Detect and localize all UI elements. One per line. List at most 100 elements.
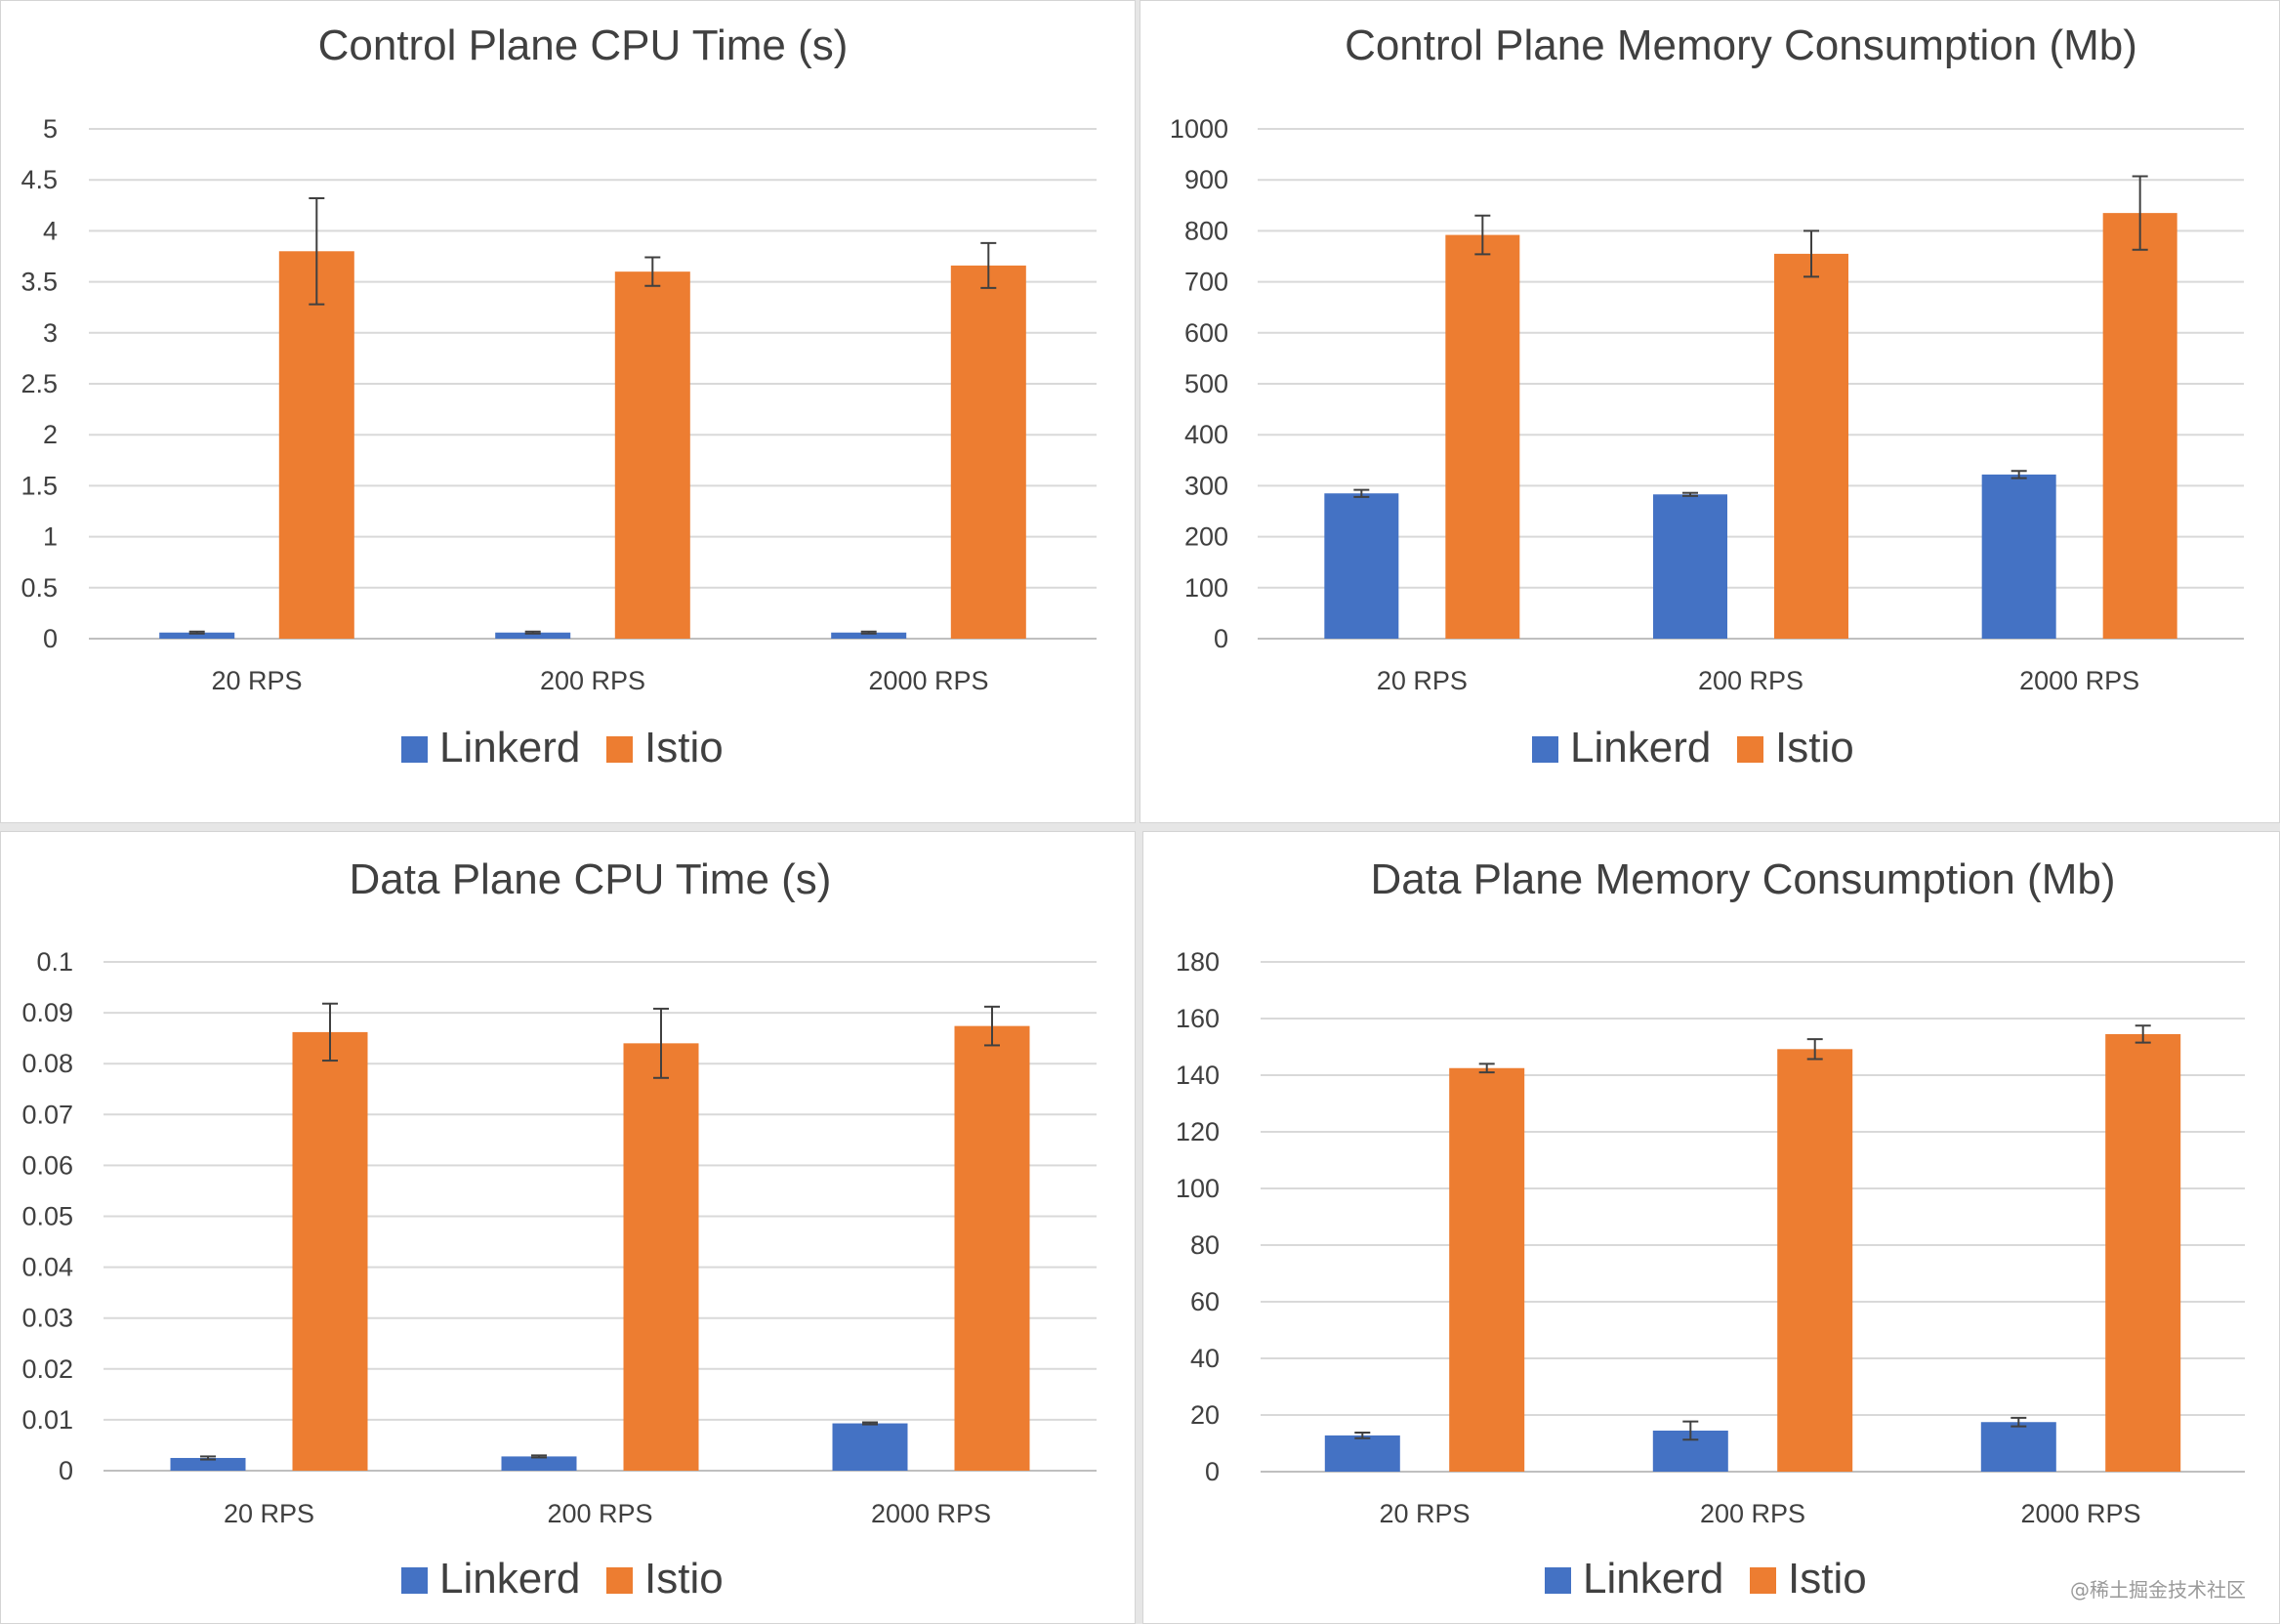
bar-linkerd: [1653, 494, 1727, 639]
x-tick-label: 2000 RPS: [2019, 666, 2139, 695]
y-tick-label: 700: [1184, 268, 1228, 297]
y-tick-label: 600: [1184, 318, 1228, 348]
legend-swatch-linkerd: [1545, 1567, 1571, 1594]
legend-label-istio: Istio: [1788, 1555, 1867, 1603]
bar-linkerd: [159, 632, 235, 639]
y-tick-label: 800: [1184, 216, 1228, 245]
x-tick-label: 200 RPS: [1698, 666, 1803, 695]
bar-linkerd: [495, 632, 571, 639]
bar-istio: [1777, 1049, 1853, 1472]
bar-istio: [614, 271, 690, 639]
y-tick-label: 4: [43, 216, 58, 245]
y-tick-label: 500: [1184, 369, 1228, 398]
legend-label-istio: Istio: [1775, 724, 1854, 771]
bar-istio: [950, 265, 1026, 639]
chart-data-plane-memory: Data Plane Memory Consumption (Mb) 0 20 40 6…: [1176, 855, 2245, 1603]
chart-control-plane-cpu: Control Plane CPU Time (s) 0 0.5 1 1.5 2 2.5 3 3…: [21, 21, 1097, 771]
x-tick-label: 20 RPS: [211, 666, 302, 695]
y-tick-label: 4.5: [21, 165, 58, 194]
legend-swatch-linkerd: [401, 1567, 428, 1594]
bar-istio: [623, 1043, 699, 1471]
y-tick-label: 0.08: [21, 1049, 73, 1078]
bar-istio: [292, 1031, 368, 1471]
y-tick-label: 120: [1176, 1117, 1220, 1146]
legend-label-linkerd: Linkerd: [1570, 724, 1711, 771]
bar-istio: [2102, 213, 2177, 639]
y-tick-label: 0.1: [36, 947, 73, 977]
y-tick-label: 0: [1214, 624, 1228, 653]
y-tick-label: 3.5: [21, 268, 58, 297]
x-tick-label: 200 RPS: [540, 666, 645, 695]
bar-linkerd: [501, 1456, 577, 1471]
y-tick-label: 300: [1184, 471, 1228, 500]
legend-label-istio: Istio: [644, 1555, 724, 1603]
y-tick-label: 1000: [1170, 114, 1228, 144]
y-tick-label: 0.07: [21, 1100, 73, 1129]
y-tick-label: 2: [43, 420, 58, 449]
chart-panel-data-plane-cpu: Data Plane CPU Time (s) 0 0.01 0.02 0.03 0.04…: [0, 831, 1136, 1624]
legend-label-linkerd: Linkerd: [1583, 1555, 1723, 1603]
y-tick-label: 20: [1190, 1400, 1220, 1430]
y-tick-label: 0.02: [21, 1354, 73, 1384]
y-tick-label: 5: [43, 114, 58, 144]
chart-title: Data Plane Memory Consumption (Mb): [1371, 855, 2116, 903]
y-tick-label: 0.01: [21, 1405, 73, 1435]
watermark: @稀土掘金技术社区: [2070, 1578, 2246, 1602]
y-tick-label: 0.09: [21, 998, 73, 1027]
chart-control-plane-memory: Control Plane Memory Consumption (Mb) 0 10…: [1170, 21, 2244, 771]
bar-linkerd: [170, 1457, 246, 1471]
y-tick-label: 40: [1190, 1344, 1220, 1373]
x-tick-label: 2000 RPS: [871, 1499, 991, 1528]
chart-panel-data-plane-memory: Data Plane Memory Consumption (Mb) 0 20 40 6…: [1142, 831, 2280, 1624]
y-tick-label: 1: [43, 522, 58, 552]
x-tick-label: 2000 RPS: [2020, 1499, 2140, 1528]
chart-title: Control Plane CPU Time (s): [318, 21, 849, 69]
chart-panel-control-plane-memory: Control Plane Memory Consumption (Mb) 0 10…: [1140, 0, 2280, 823]
y-tick-label: 400: [1184, 420, 1228, 449]
y-tick-label: 900: [1184, 165, 1228, 194]
x-tick-label: 2000 RPS: [868, 666, 988, 695]
legend-label-linkerd: Linkerd: [439, 724, 580, 771]
legend-label-istio: Istio: [644, 724, 724, 771]
y-tick-label: 0.5: [21, 573, 58, 603]
y-tick-label: 0.04: [21, 1253, 73, 1282]
legend-swatch-istio: [606, 736, 633, 763]
y-tick-label: 100: [1184, 573, 1228, 603]
legend-swatch-linkerd: [401, 736, 428, 763]
y-tick-label: 0: [43, 624, 58, 653]
bar-linkerd: [1981, 474, 2056, 639]
legend-swatch-istio: [1737, 736, 1763, 763]
y-tick-label: 0.03: [21, 1304, 73, 1333]
chart-title: Control Plane Memory Consumption (Mb): [1345, 21, 2137, 69]
y-tick-label: 180: [1176, 947, 1220, 977]
y-tick-label: 2.5: [21, 369, 58, 398]
x-tick-label: 20 RPS: [224, 1499, 314, 1528]
bar-linkerd: [1324, 493, 1399, 639]
x-tick-label: 20 RPS: [1379, 1499, 1470, 1528]
bar-istio: [954, 1025, 1030, 1471]
y-tick-label: 3: [43, 318, 58, 348]
bar-istio: [278, 251, 354, 639]
bar-linkerd: [831, 632, 907, 639]
y-tick-label: 0.05: [21, 1202, 73, 1231]
bar-istio: [1449, 1067, 1525, 1472]
y-tick-label: 60: [1190, 1287, 1220, 1316]
bar-linkerd: [832, 1423, 908, 1471]
bar-linkerd: [1324, 1435, 1400, 1472]
legend-swatch-istio: [606, 1567, 633, 1594]
bar-istio: [2105, 1033, 2181, 1472]
chart-panel-control-plane-cpu: Control Plane CPU Time (s) 0 0.5 1 1.5 2 2.5 3 3…: [0, 0, 1136, 823]
y-tick-label: 100: [1176, 1174, 1220, 1203]
y-tick-label: 140: [1176, 1061, 1220, 1090]
y-tick-label: 0: [1205, 1457, 1220, 1486]
y-tick-label: 1.5: [21, 471, 58, 500]
chart-title: Data Plane CPU Time (s): [350, 855, 832, 903]
x-tick-label: 200 RPS: [1700, 1499, 1805, 1528]
x-tick-label: 200 RPS: [547, 1499, 652, 1528]
y-tick-label: 80: [1190, 1230, 1220, 1260]
bar-istio: [1774, 253, 1848, 639]
legend-swatch-istio: [1750, 1567, 1776, 1594]
y-tick-label: 200: [1184, 522, 1228, 552]
y-tick-label: 0.06: [21, 1150, 73, 1180]
chart-data-plane-cpu: Data Plane CPU Time (s) 0 0.01 0.02 0.03 0.04…: [21, 855, 1097, 1603]
